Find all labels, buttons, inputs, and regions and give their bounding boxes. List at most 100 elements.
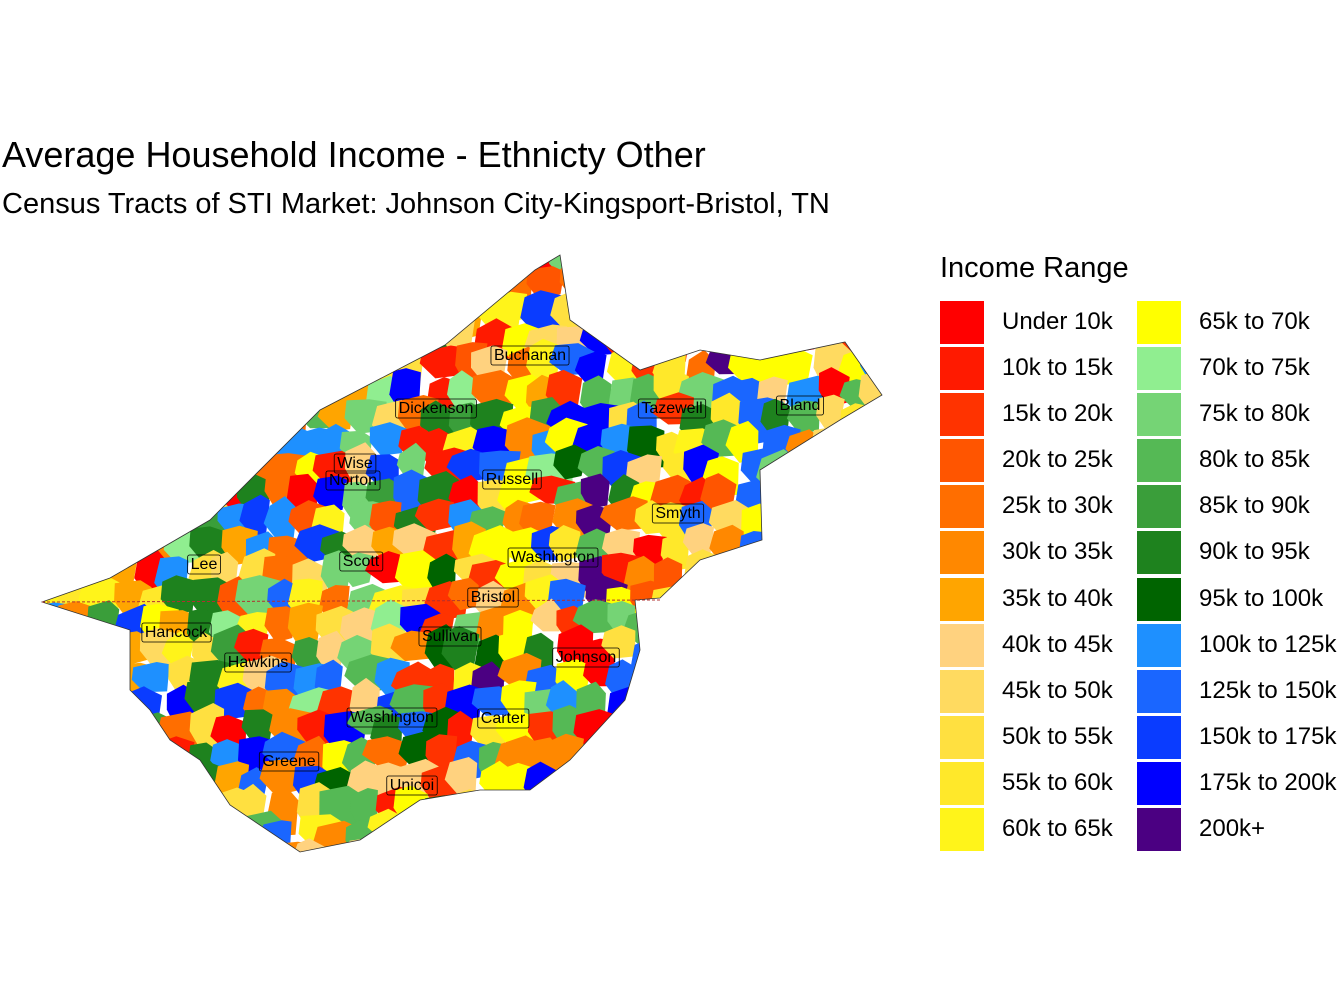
census-tract (808, 685, 844, 721)
legend-label: 20k to 25k (1002, 446, 1113, 474)
census-tract (61, 635, 98, 672)
county-label-text: Tazewell (641, 400, 702, 417)
census-tract (654, 266, 701, 301)
census-tract (785, 733, 832, 774)
census-tract (42, 716, 76, 761)
legend-label: 10k to 15k (1002, 354, 1113, 382)
choropleth-map: Buchanan Dickenson Tazewell Bland WiseNorton… (40, 254, 883, 853)
census-tract (241, 405, 278, 449)
census-tract (131, 662, 170, 693)
census-tract (83, 457, 122, 488)
census-tract (320, 255, 356, 273)
census-tract (234, 628, 269, 662)
census-tract (128, 275, 171, 310)
legend-swatch (1137, 301, 1181, 344)
census-tract (239, 494, 270, 536)
census-tract (653, 757, 699, 801)
county-label-box (187, 554, 221, 575)
census-tract (114, 756, 145, 806)
county-label-text: Carter (481, 710, 526, 727)
county-label-text: Washington (350, 709, 434, 726)
census-tract (623, 264, 667, 309)
census-tract (816, 273, 860, 308)
census-tract (819, 732, 855, 762)
census-tract (42, 816, 66, 852)
census-tract (811, 426, 848, 461)
census-tract (166, 255, 205, 279)
county-label-text: Washington (511, 549, 595, 566)
census-tract (835, 661, 882, 706)
county-label-box (325, 470, 381, 491)
census-tract (716, 264, 745, 298)
census-tract (419, 255, 468, 278)
census-tract (811, 602, 841, 649)
census-tract (138, 498, 174, 539)
census-tract (54, 786, 94, 830)
census-tract (633, 833, 664, 852)
census-tract (321, 295, 354, 338)
census-tract (658, 604, 693, 647)
census-tract (425, 734, 458, 773)
census-tract (210, 296, 255, 337)
census-tract (680, 313, 722, 348)
census-tract (609, 292, 649, 321)
census-tract (263, 496, 298, 542)
census-tract (133, 790, 176, 821)
census-tract (264, 606, 296, 643)
census-tract (447, 370, 478, 412)
census-tract (42, 449, 70, 490)
census-tract (709, 816, 751, 852)
legend-label: 65k to 70k (1199, 308, 1310, 335)
census-tract (347, 316, 384, 362)
census-tract (837, 790, 872, 833)
census-tract (495, 845, 543, 852)
census-tract (715, 835, 759, 852)
census-tract (726, 786, 763, 817)
county-label-box (507, 547, 599, 568)
county-label: Sullivan (418, 626, 482, 647)
census-tract (241, 709, 274, 745)
census-tract (42, 728, 81, 773)
census-tract (319, 268, 354, 300)
census-tract (550, 733, 584, 781)
census-tract (582, 292, 627, 333)
census-tract (83, 711, 121, 762)
census-tract (372, 315, 404, 359)
legend-label: 40k to 45k (1002, 630, 1113, 658)
census-tract (52, 425, 87, 462)
census-tract (728, 715, 760, 758)
census-tract (106, 450, 139, 499)
county-label: Buchanan (490, 345, 570, 366)
census-tract (838, 475, 882, 521)
legend-label: 35k to 40k (1002, 584, 1113, 612)
census-tract (712, 679, 742, 731)
census-tract (181, 396, 218, 444)
census-tract (87, 637, 127, 680)
census-tract (287, 602, 323, 650)
county-label: Hancock (141, 622, 212, 643)
census-tract (626, 716, 671, 749)
census-tract (190, 290, 222, 337)
legend-label: 45k to 50k (1002, 676, 1113, 704)
census-tract (164, 475, 196, 520)
census-tract (812, 712, 839, 750)
census-tract (365, 454, 399, 487)
census-tract (131, 734, 165, 780)
state-border (41, 599, 661, 603)
census-tract (711, 655, 753, 698)
legend-swatch (940, 577, 984, 621)
census-tract (396, 442, 426, 481)
census-tract (607, 272, 639, 318)
census-tract (42, 575, 63, 620)
census-tract (259, 759, 302, 796)
census-tract (134, 476, 172, 508)
census-tract (686, 265, 721, 303)
county-labels: Buchanan Dickenson Tazewell Bland WiseNorton… (141, 345, 824, 796)
census-tract (582, 791, 616, 822)
census-tract (606, 764, 644, 809)
census-tract (731, 815, 768, 852)
census-tract (838, 274, 882, 306)
county-label-text: Buchanan (494, 347, 566, 364)
census-tract (213, 255, 252, 285)
county-label-text: Lee (191, 556, 218, 573)
